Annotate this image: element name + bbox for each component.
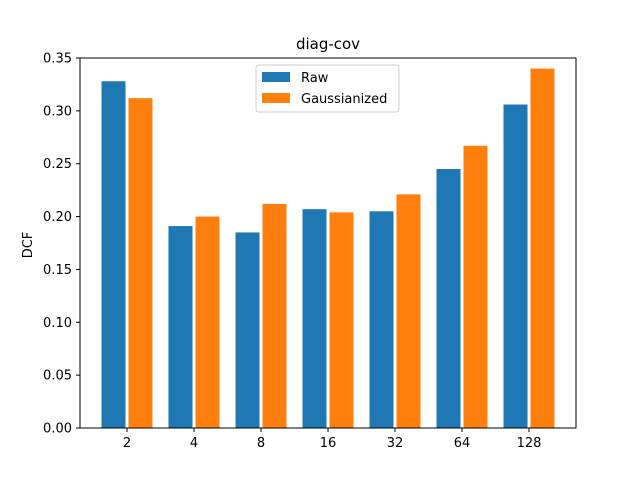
y-tick-label: 0.15 xyxy=(43,263,72,278)
bar-raw-8 xyxy=(235,232,260,428)
bars-layer xyxy=(101,68,555,429)
x-tick-label: 2 xyxy=(123,436,131,451)
y-tick-label: 0.05 xyxy=(43,369,72,384)
y-axis-label: DCF xyxy=(21,232,36,259)
bar-gaussianized-64 xyxy=(463,145,488,428)
legend-label-gaussianized: Gaussianized xyxy=(301,92,387,107)
x-tick-label: 64 xyxy=(454,436,471,451)
x-tick-label: 4 xyxy=(190,436,198,451)
legend-box xyxy=(255,64,400,113)
bar-raw-16 xyxy=(302,209,327,428)
bar-raw-64 xyxy=(436,169,461,428)
legend-swatch-raw xyxy=(262,72,290,82)
bar-raw-128 xyxy=(503,104,528,428)
bar-raw-2 xyxy=(101,81,126,428)
y-tick-label: 0.10 xyxy=(43,316,72,331)
bar-gaussianized-2 xyxy=(128,98,153,429)
x-tick-label: 32 xyxy=(387,436,404,451)
bar-gaussianized-128 xyxy=(530,68,555,429)
y-tick-label: 0.35 xyxy=(43,52,72,67)
x-tick-label: 128 xyxy=(517,436,542,451)
legend: Raw Gaussianized xyxy=(255,64,400,113)
legend-swatch-gaussianized xyxy=(262,93,290,103)
y-tick-label: 0.00 xyxy=(43,422,72,437)
y-tick-label: 0.25 xyxy=(43,157,72,172)
bar-raw-4 xyxy=(168,226,193,428)
bar-gaussianized-4 xyxy=(195,216,220,428)
bar-gaussianized-16 xyxy=(329,212,354,428)
legend-label-raw: Raw xyxy=(301,71,329,86)
x-tick-label: 16 xyxy=(320,436,337,451)
plot-frame xyxy=(79,57,577,429)
bar-gaussianized-32 xyxy=(396,194,421,428)
bar-raw-32 xyxy=(369,211,394,428)
y-tick-label: 0.30 xyxy=(43,104,72,119)
bar-gaussianized-8 xyxy=(262,203,287,428)
axes-layer: 0.00 0.05 0.10 0.15 0.20 0.25 0.30 0.35 2 4 8 16 32 6… xyxy=(43,52,577,451)
chart-title: diag-cov xyxy=(296,35,360,53)
y-tick-label: 0.20 xyxy=(43,210,72,225)
x-tick-label: 8 xyxy=(257,436,265,451)
